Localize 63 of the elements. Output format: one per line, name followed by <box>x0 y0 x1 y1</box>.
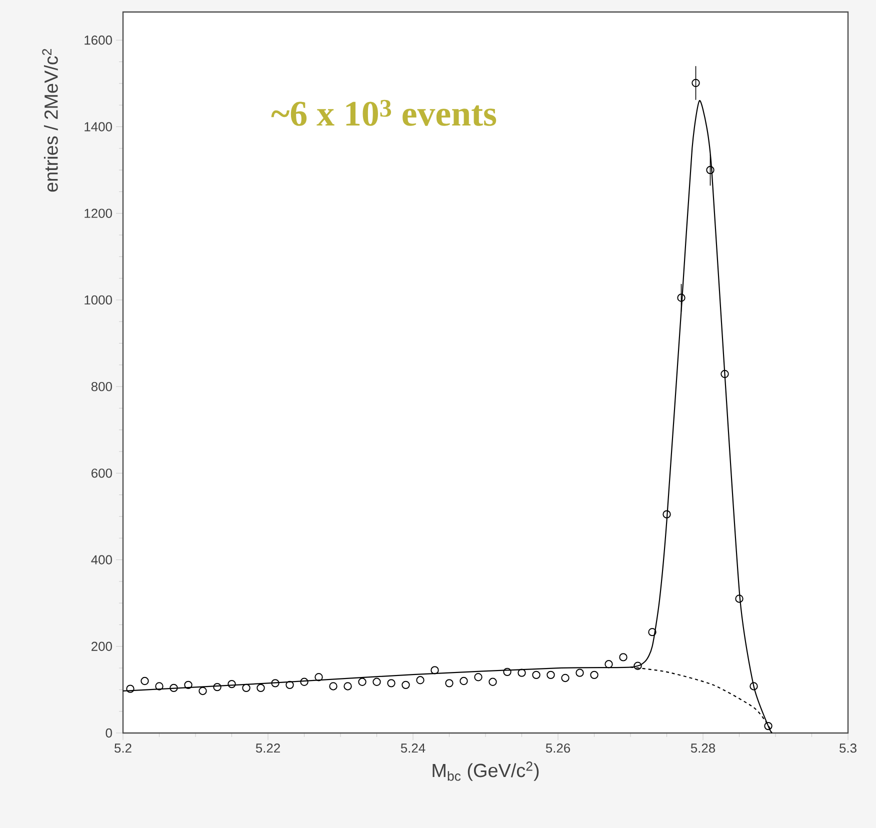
point <box>576 668 584 677</box>
point <box>662 510 671 518</box>
point <box>518 668 526 677</box>
x-tick-label: 5.28 <box>690 744 716 753</box>
point <box>445 679 454 688</box>
point <box>344 682 352 690</box>
y-tick-label: 1000 <box>84 295 112 305</box>
point <box>155 682 164 690</box>
point <box>170 684 178 692</box>
point <box>140 676 149 686</box>
point <box>372 678 381 686</box>
x-tick-label: 5.24 <box>400 744 426 753</box>
point <box>692 78 700 88</box>
point <box>750 682 758 690</box>
point <box>387 679 396 688</box>
point <box>706 166 714 174</box>
y-tick-label: 400 <box>91 555 112 564</box>
y-tick-label: 200 <box>92 642 112 651</box>
point <box>213 682 222 692</box>
point <box>532 670 540 680</box>
y-tick-label: 1400 <box>84 122 112 132</box>
x-tick-label: 5.22 <box>256 744 280 753</box>
point <box>460 676 468 686</box>
point <box>561 674 570 682</box>
y-tick-label: 1600 <box>84 36 112 45</box>
point <box>329 682 338 690</box>
point <box>242 684 250 692</box>
point <box>228 680 236 688</box>
point <box>735 594 744 603</box>
point <box>198 686 207 696</box>
point <box>430 666 439 674</box>
y-tick-label: 800 <box>91 382 112 392</box>
x-tick-label: 5.3 <box>840 744 856 753</box>
y-tick-label: 1200 <box>84 208 112 218</box>
point <box>619 653 628 662</box>
point <box>634 662 642 670</box>
point <box>503 668 512 676</box>
point <box>358 678 366 686</box>
point <box>590 670 598 680</box>
point <box>256 684 265 692</box>
x-tick-label: 5.26 <box>546 744 570 753</box>
point <box>314 673 323 682</box>
point <box>416 676 424 684</box>
point <box>677 294 686 302</box>
point <box>474 673 482 682</box>
point <box>648 628 656 636</box>
point <box>286 680 294 690</box>
point <box>546 670 555 680</box>
x-tick-label: 5.2 <box>114 744 132 753</box>
y-tick-label: 600 <box>92 468 112 478</box>
point <box>126 684 134 693</box>
x-axis-title: M$_{bc}$ (GeV/c$^{2}$) <box>432 762 539 781</box>
point <box>271 679 280 688</box>
point <box>402 680 410 690</box>
y-tick-label: 0 <box>106 728 112 738</box>
point <box>720 370 729 378</box>
annotation: ~6 x 10$^{3}$ events <box>271 100 496 126</box>
point <box>764 722 772 730</box>
point <box>604 660 613 668</box>
y-axis-title: entries / 2MeV/c$^{2}$ <box>42 48 58 192</box>
point <box>184 680 192 690</box>
point <box>300 678 308 686</box>
point <box>488 678 497 686</box>
